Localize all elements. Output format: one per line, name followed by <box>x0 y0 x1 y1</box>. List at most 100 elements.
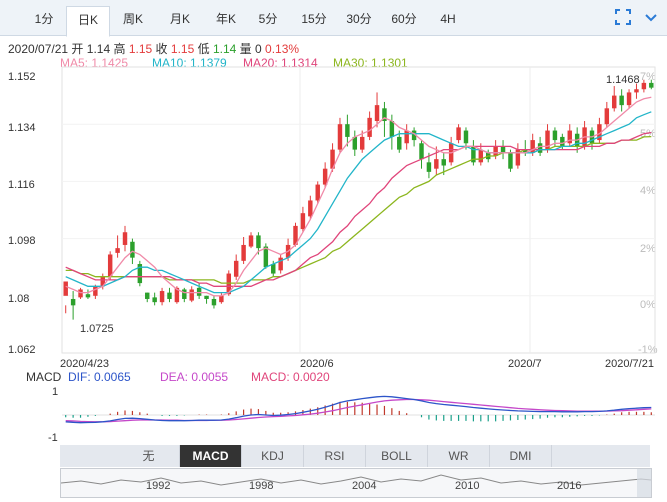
tab-weekly-k[interactable]: 周K <box>122 12 143 26</box>
time-navigator[interactable] <box>60 468 652 498</box>
info-high: 1.15 <box>128 42 153 56</box>
candle-body <box>278 257 283 271</box>
candle-body <box>337 124 343 150</box>
candle-body <box>552 130 558 141</box>
info-open: 1.14 <box>86 42 111 56</box>
candle-body <box>70 298 76 306</box>
navigator-year: 1992 <box>146 480 171 492</box>
indicator-tab-none[interactable]: 无 <box>118 445 180 467</box>
navigator-year: 2004 <box>352 480 377 492</box>
indicator-tab-rsi[interactable]: RSI <box>304 445 366 467</box>
candle-body <box>374 105 380 122</box>
tab-monthly-k[interactable]: 月K <box>169 12 190 26</box>
candle-body <box>641 82 647 90</box>
tab-30min[interactable]: 30分 <box>346 12 372 26</box>
macd-axis-top: 1 <box>52 386 59 398</box>
candle-body <box>293 225 298 245</box>
high-annotation: 1.1468 <box>606 74 640 86</box>
ma10-line <box>65 111 652 294</box>
candle-body <box>226 273 232 295</box>
date-tick: 2020/6 <box>300 358 334 370</box>
indicator-tab-macd[interactable]: MACD <box>180 445 242 467</box>
candle-body <box>567 130 572 144</box>
candle-body <box>174 287 180 303</box>
candle-body <box>167 292 172 299</box>
candle-body <box>426 162 432 172</box>
candle-body <box>626 92 632 106</box>
macd-dea-label: DEA: 0.0055 <box>160 370 229 384</box>
candle-body <box>263 246 269 268</box>
info-close-label: 收 <box>155 42 168 56</box>
low-annotation: 1.0725 <box>80 323 114 335</box>
indicator-tab-wr[interactable]: WR <box>428 445 490 467</box>
pct-tick: 2% <box>640 243 656 255</box>
candle-body <box>196 287 202 296</box>
tab-4h[interactable]: 4H <box>440 12 456 26</box>
candle-body <box>122 232 128 245</box>
candle-body <box>330 149 335 169</box>
candle-body <box>560 136 565 147</box>
price-tick: 1.152 <box>8 71 36 83</box>
candle-body <box>508 152 513 169</box>
candle-body <box>322 168 328 185</box>
tab-daily-k[interactable]: 日K <box>66 6 110 37</box>
candle-body <box>382 108 387 122</box>
tab-5min[interactable]: 5分 <box>258 12 278 26</box>
tab-60min[interactable]: 60分 <box>391 12 417 26</box>
tab-1min[interactable]: 1分 <box>34 12 54 26</box>
info-high-label: 高 <box>113 42 126 56</box>
indicator-tab-kdj[interactable]: KDJ <box>242 445 304 467</box>
navigator-sparkline <box>60 469 652 497</box>
candle-body <box>359 136 365 150</box>
indicator-tab-dmi[interactable]: DMI <box>490 445 552 467</box>
macd-title: MACD <box>26 370 62 384</box>
candle-body <box>345 124 350 137</box>
candle-body <box>219 295 224 303</box>
pct-tick: 0% <box>640 299 656 311</box>
chevron-down-icon[interactable] <box>642 8 660 26</box>
candle-body <box>456 127 461 141</box>
candle-body <box>100 276 105 287</box>
fullscreen-icon[interactable] <box>614 8 632 26</box>
pct-tick: 4% <box>640 185 656 197</box>
candle-body <box>389 121 395 137</box>
candle-body <box>367 117 372 137</box>
macd-dif-line <box>65 395 652 424</box>
candle-body <box>478 149 484 163</box>
candle-body <box>308 200 313 217</box>
candle-body <box>78 289 83 298</box>
candle-body <box>256 235 261 249</box>
indicator-tab-boll[interactable]: BOLL <box>366 445 428 467</box>
tab-yearly-k[interactable]: 年K <box>215 12 236 26</box>
plot-frame <box>61 66 656 354</box>
date-tick: 2020/7 <box>508 358 542 370</box>
candle-body <box>152 297 157 303</box>
candle-body <box>115 248 120 253</box>
info-change: 0.13% <box>265 42 300 56</box>
candle-body <box>634 89 639 93</box>
candle-body <box>619 95 624 106</box>
macd-value-label: MACD: 0.0020 <box>251 370 330 384</box>
price-tick: 1.08 <box>8 293 30 305</box>
candle-body <box>189 289 194 301</box>
candle-body <box>441 159 446 166</box>
candle-body <box>85 294 91 298</box>
info-low-label: 低 <box>197 42 210 56</box>
macd-dif-label: DIF: 0.0065 <box>68 370 131 384</box>
candle-body <box>411 130 417 141</box>
candle-body <box>352 136 358 150</box>
candle-body <box>537 143 543 153</box>
candle-body <box>182 289 187 299</box>
candle-body <box>404 130 409 144</box>
candle-body <box>241 244 246 261</box>
navigator-year: 2016 <box>557 480 582 492</box>
candle-body <box>145 292 150 299</box>
info-open-label: 开 <box>71 42 84 56</box>
candle-body <box>137 264 143 284</box>
info-low: 1.14 <box>212 42 237 56</box>
candle-body <box>93 286 98 296</box>
ma5-line <box>65 96 652 297</box>
tab-15min[interactable]: 15分 <box>301 12 327 26</box>
candle-body <box>530 140 535 153</box>
